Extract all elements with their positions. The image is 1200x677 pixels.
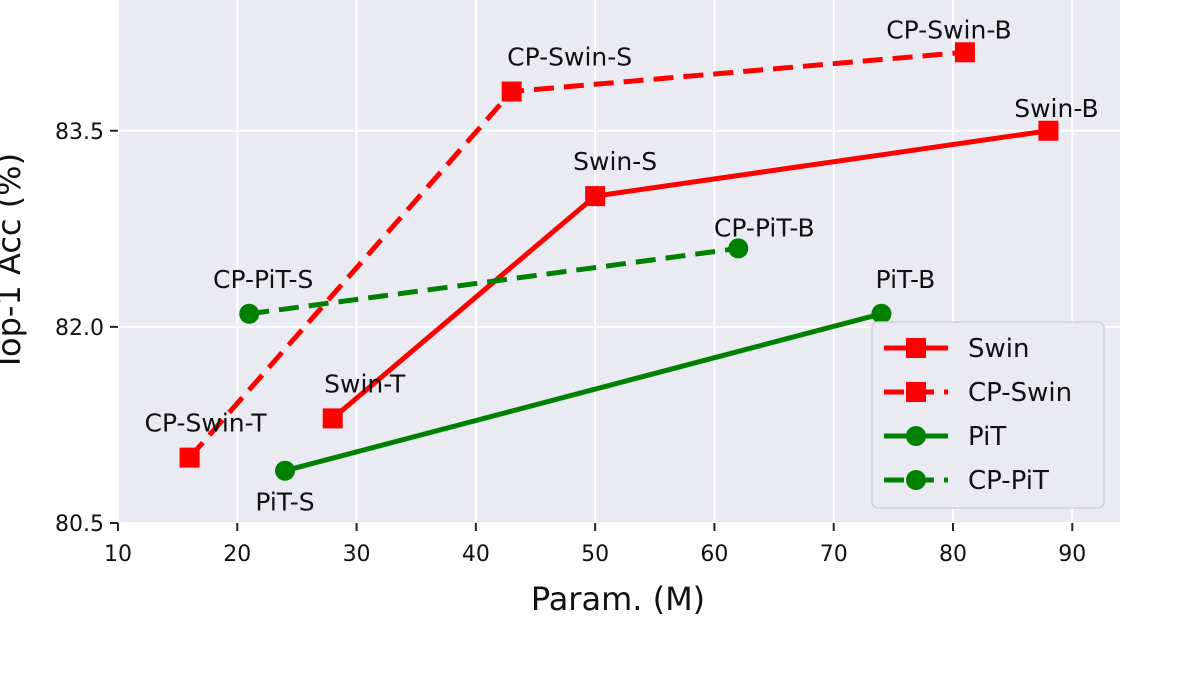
marker-cp-swin-b — [954, 42, 975, 63]
x-tick-label: 20 — [223, 542, 251, 567]
point-label-pit-s: PiT-S — [255, 488, 314, 517]
x-tick-label: 30 — [343, 542, 371, 567]
point-labels: Swin-T Swin-S Swin-B CP-Swin-T CP-Swin-S CP-S… — [145, 15, 1099, 516]
marker-pit-s — [275, 460, 295, 481]
marker-swin-b — [1038, 120, 1059, 141]
point-label-swin-t: Swin-T — [324, 369, 406, 398]
legend-marker-cp-pit — [906, 470, 926, 490]
series-pit — [275, 303, 892, 481]
marker-swin-s — [585, 186, 606, 207]
y-axis-title: Top-1 Acc (%) — [0, 153, 28, 372]
legend-marker-swin — [906, 338, 926, 358]
x-tick-label: 80 — [939, 542, 967, 567]
series-swin — [322, 120, 1059, 429]
marker-pit-b — [871, 303, 892, 324]
legend-label-pit: PiT — [968, 422, 1006, 452]
legend: Swin CP-Swin PiT CP-PiT — [871, 321, 1105, 509]
y-tick-label: 80.5 — [55, 512, 104, 537]
point-label-cp-swin-b: CP-Swin-B — [886, 15, 1011, 44]
series-layer — [179, 42, 1059, 481]
point-label-cp-pit-s: CP-PiT-S — [213, 265, 313, 294]
legend-label-cp-swin: CP-Swin — [968, 378, 1072, 408]
point-label-cp-pit-b: CP-PiT-B — [714, 213, 815, 242]
marker-cp-swin-s — [501, 81, 522, 102]
legend-marker-cp-swin — [906, 382, 926, 402]
point-label-swin-b: Swin-B — [1014, 94, 1098, 123]
marker-cp-pit-s — [239, 303, 260, 324]
series-line-pit — [284, 311, 883, 474]
axes: 10 20 30 40 50 60 70 80 90 80.5 82.0 83.5 — [55, 120, 1086, 567]
y-tick-label: 82.0 — [55, 316, 104, 341]
x-tick-label: 10 — [104, 542, 132, 567]
x-tick-label: 50 — [581, 542, 609, 567]
marker-cp-pit-b — [728, 238, 749, 259]
legend-label-swin: Swin — [968, 334, 1029, 364]
legend-label-cp-pit: CP-PiT — [968, 466, 1049, 496]
point-label-cp-swin-t: CP-Swin-T — [145, 409, 268, 438]
x-tick-label: 40 — [462, 542, 490, 567]
point-label-swin-s: Swin-S — [573, 147, 657, 176]
marker-swin-t — [322, 408, 343, 429]
x-tick-label: 70 — [820, 542, 848, 567]
x-tick-label: 60 — [700, 542, 728, 567]
series-line-cp-pit — [248, 245, 739, 317]
legend-box — [871, 321, 1105, 509]
x-axis-title: Param. (M) — [531, 580, 705, 618]
x-tick-label: 90 — [1058, 542, 1086, 567]
series-cp-pit — [239, 238, 749, 324]
point-label-cp-swin-s: CP-Swin-S — [507, 43, 632, 72]
y-tick-label: 83.5 — [55, 120, 104, 145]
point-label-pit-b: PiT-B — [876, 265, 936, 294]
marker-cp-swin-t — [179, 447, 200, 468]
legend-marker-pit — [906, 426, 926, 446]
series-cp-swin — [179, 42, 975, 468]
